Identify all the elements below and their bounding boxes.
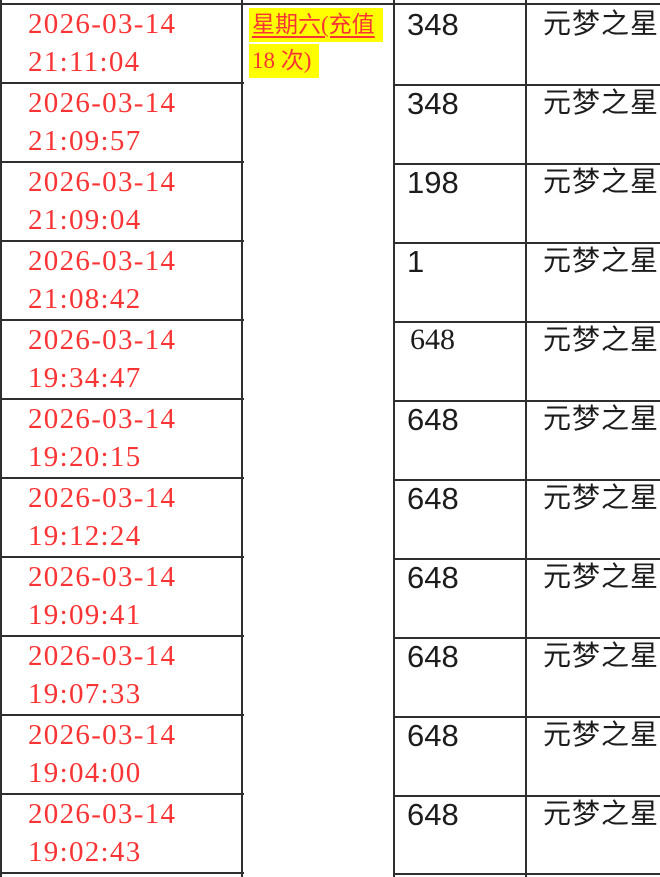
table-gridline <box>0 240 244 242</box>
date-text: 2026-03-14 <box>28 640 177 672</box>
table-gridline <box>393 716 660 718</box>
date-text: 2026-03-14 <box>28 561 177 593</box>
table-left-border-line <box>0 0 2 877</box>
date-note-divider-line <box>241 0 243 877</box>
amount-text: 648 <box>407 481 459 516</box>
game-name-text: 元梦之星 <box>543 799 660 830</box>
table-gridline <box>393 400 660 402</box>
date-text: 2026-03-14 <box>28 798 177 830</box>
table-gridline <box>0 793 244 795</box>
amount-text: 348 <box>407 86 459 121</box>
table-gridline <box>393 795 660 797</box>
time-text: 19:07:33 <box>28 678 142 710</box>
table-gridline <box>393 873 660 875</box>
date-text: 2026-03-14 <box>28 8 177 40</box>
time-text: 19:12:24 <box>28 520 142 552</box>
game-name-text: 元梦之星 <box>543 325 660 356</box>
date-text: 2026-03-14 <box>28 245 177 277</box>
time-text: 19:09:41 <box>28 599 142 631</box>
table-gridline <box>393 321 660 323</box>
table-gridline <box>393 479 660 481</box>
game-name-text: 元梦之星 <box>543 246 660 277</box>
amount-text: 648 <box>407 402 459 437</box>
amount-text: 648 <box>407 797 459 832</box>
table-gridline <box>393 637 660 639</box>
date-text: 2026-03-14 <box>28 482 177 514</box>
game-name-text: 元梦之星 <box>543 9 660 40</box>
game-name-text: 元梦之星 <box>543 404 660 435</box>
date-text: 2026-03-14 <box>28 166 177 198</box>
amount-text: 648 <box>410 323 455 356</box>
date-text: 2026-03-14 <box>28 324 177 356</box>
time-text: 21:09:04 <box>28 204 142 236</box>
note-highlight-line1: 星期六(充值 <box>249 8 383 42</box>
table-gridline <box>0 161 244 163</box>
table-gridline <box>0 635 244 637</box>
table-gridline <box>0 398 244 400</box>
amount-text: 648 <box>407 560 459 595</box>
amount-text: 648 <box>407 639 459 674</box>
game-name-text: 元梦之星 <box>543 88 660 119</box>
game-name-text: 元梦之星 <box>543 641 660 672</box>
game-name-text: 元梦之星 <box>543 562 660 593</box>
amount-game-divider-line <box>525 0 527 877</box>
amount-text: 1 <box>407 244 425 279</box>
amount-text: 198 <box>407 165 459 200</box>
time-text: 21:09:57 <box>28 125 142 157</box>
game-name-text: 元梦之星 <box>543 483 660 514</box>
time-text: 21:11:04 <box>28 46 141 78</box>
time-text: 19:02:43 <box>28 836 142 868</box>
table-gridline <box>0 556 244 558</box>
time-text: 19:04:00 <box>28 757 142 789</box>
table-gridline <box>0 319 244 321</box>
amount-text: 348 <box>407 7 459 42</box>
table-top-border-line <box>0 3 660 5</box>
time-text: 19:20:15 <box>28 441 142 473</box>
table-gridline <box>393 163 660 165</box>
note-amount-divider-line <box>393 0 395 877</box>
table-gridline <box>0 82 244 84</box>
time-text: 21:08:42 <box>28 283 142 315</box>
time-text: 19:34:47 <box>28 362 142 394</box>
note-highlight-line2: 18 次) <box>249 44 320 78</box>
table-gridline <box>393 242 660 244</box>
table-gridline <box>0 872 244 874</box>
table-gridline <box>0 714 244 716</box>
game-name-text: 元梦之星 <box>543 720 660 751</box>
table-gridline <box>0 477 244 479</box>
game-name-text: 元梦之星 <box>543 167 660 198</box>
date-text: 2026-03-14 <box>28 403 177 435</box>
date-text: 2026-03-14 <box>28 719 177 751</box>
table-gridline <box>393 84 660 86</box>
table-gridline <box>393 558 660 560</box>
date-text: 2026-03-14 <box>28 87 177 119</box>
amount-text: 648 <box>407 718 459 753</box>
